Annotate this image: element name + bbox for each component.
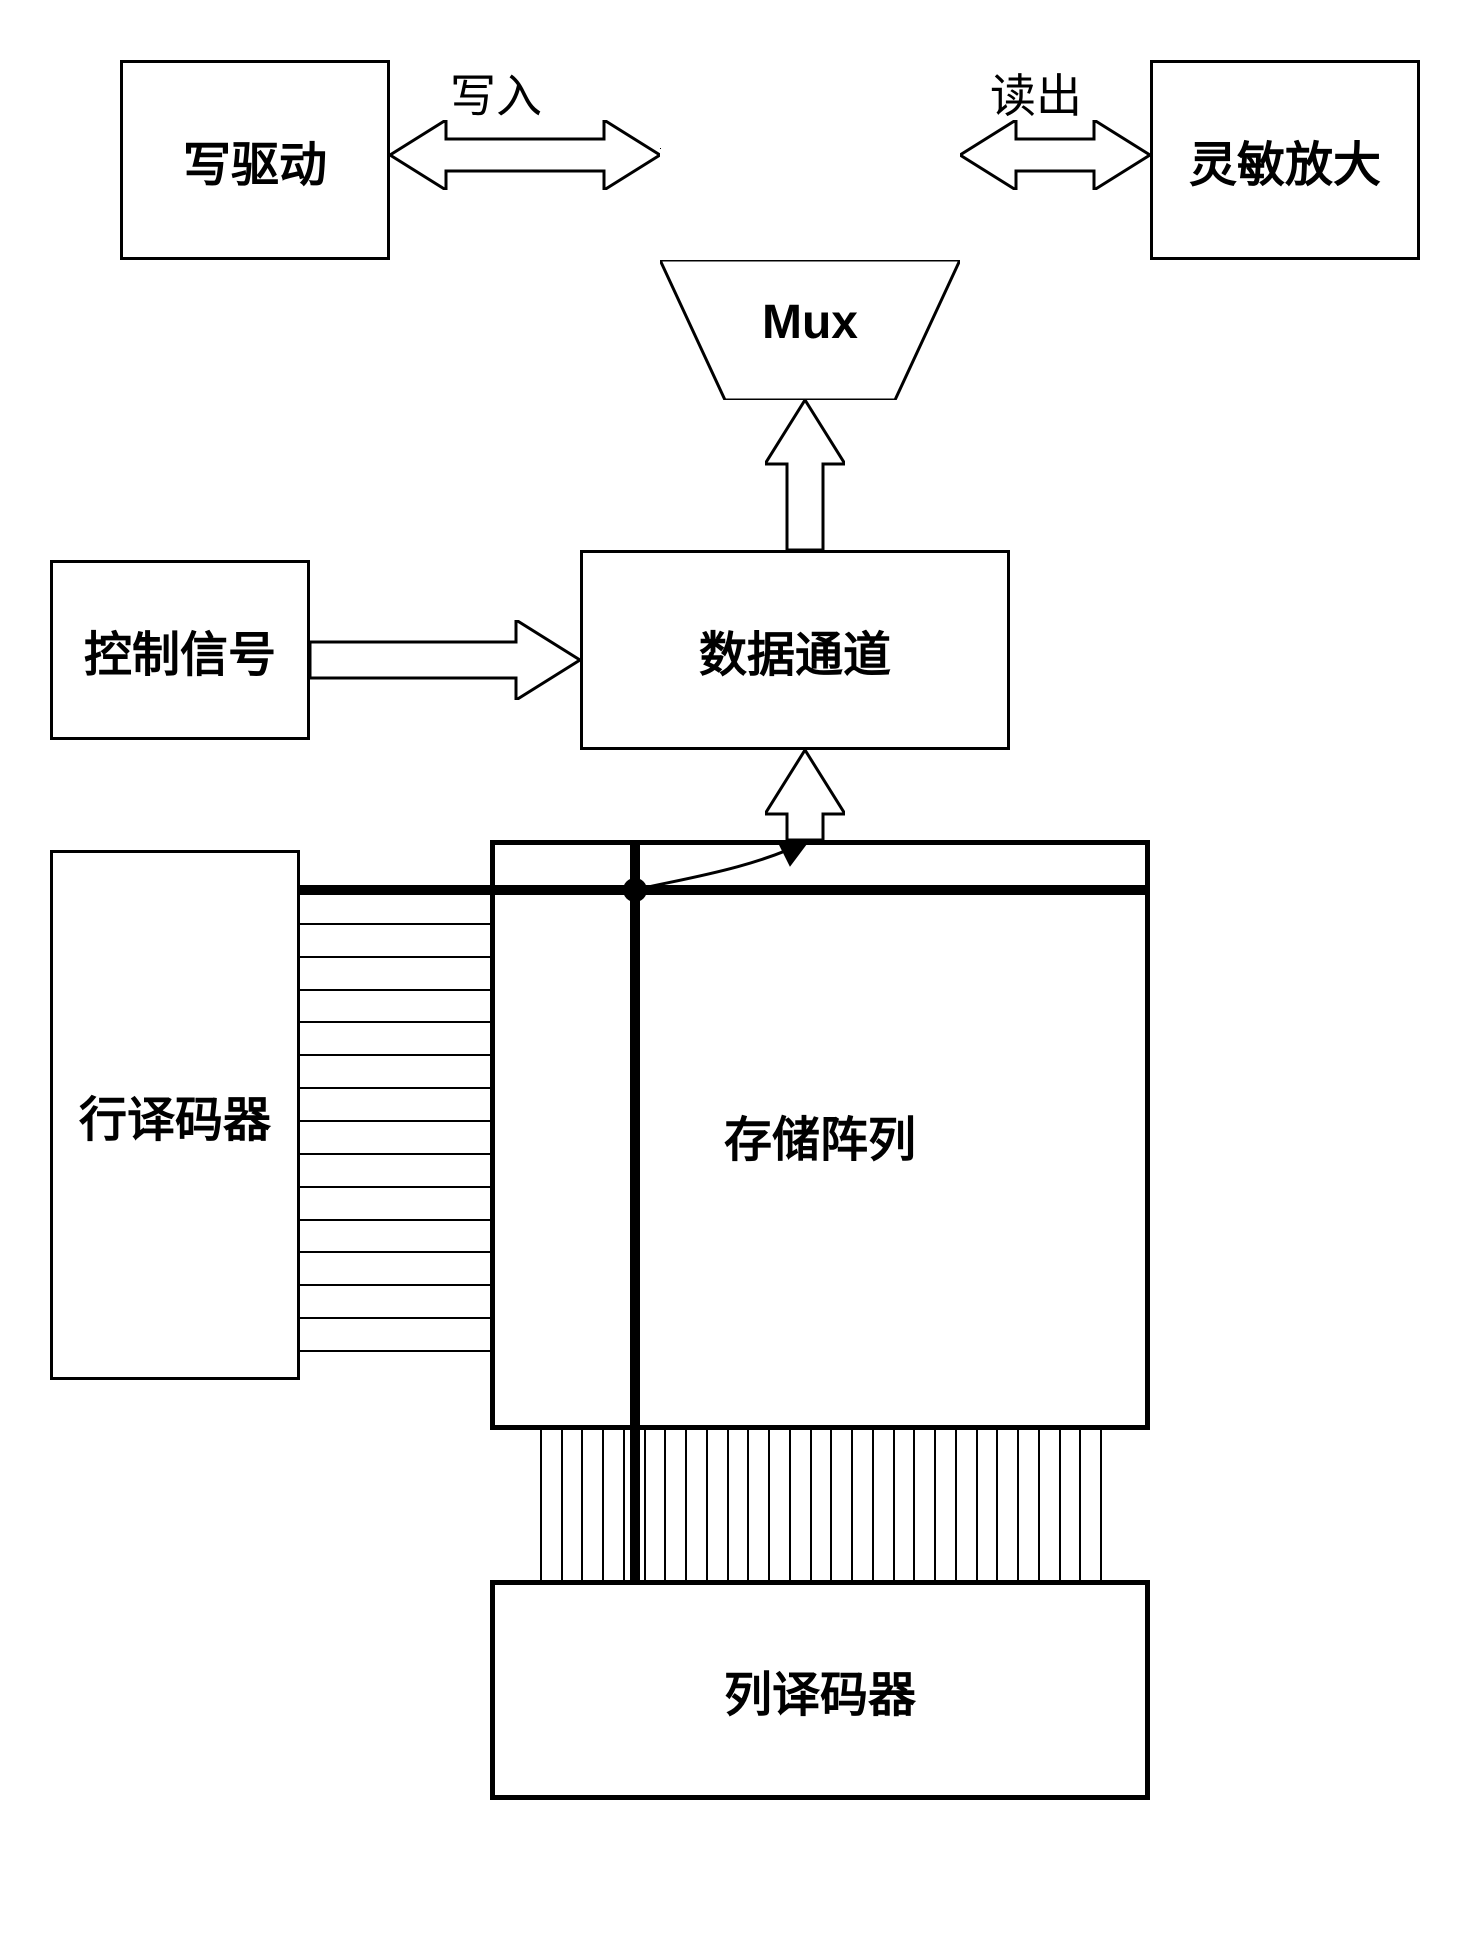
row-line xyxy=(300,923,490,925)
col_decoder-label: 列译码器 xyxy=(724,1655,916,1725)
control_signal-label: 控制信号 xyxy=(84,615,276,685)
row-line xyxy=(300,1186,490,1188)
col-line xyxy=(810,1430,812,1580)
write_driver-block: 写驱动 xyxy=(120,60,390,260)
col-line xyxy=(1059,1430,1061,1580)
storage_array-block: 存储阵列 xyxy=(490,840,1150,1430)
row-line xyxy=(300,1317,490,1319)
col-line xyxy=(913,1430,915,1580)
row-line xyxy=(300,1219,490,1221)
write_driver-label: 写驱动 xyxy=(183,125,327,195)
col-line xyxy=(1038,1430,1040,1580)
data_path-block: 数据通道 xyxy=(580,550,1010,750)
label-read: 读出 xyxy=(990,60,1082,126)
col-line xyxy=(561,1430,563,1580)
col-line xyxy=(768,1430,770,1580)
col-line xyxy=(727,1430,729,1580)
row_decoder-block: 行译码器 xyxy=(50,850,300,1380)
row-line xyxy=(300,1284,490,1286)
row-line xyxy=(300,1054,490,1056)
col-line xyxy=(872,1430,874,1580)
row-line xyxy=(300,1350,490,1352)
curvy-arrow xyxy=(625,830,840,920)
col-line xyxy=(955,1430,957,1580)
col-line xyxy=(706,1430,708,1580)
col-line xyxy=(893,1430,895,1580)
mux-label: Mux xyxy=(660,295,960,350)
arrow-ctrl-to-data xyxy=(310,620,580,700)
row-line xyxy=(300,1087,490,1089)
col-line xyxy=(851,1430,853,1580)
row_decoder-label: 行译码器 xyxy=(79,1080,271,1150)
arrow-data-to-mux xyxy=(765,400,845,550)
col_decoder-block: 列译码器 xyxy=(490,1580,1150,1800)
col-line xyxy=(540,1430,542,1580)
row-line xyxy=(300,1021,490,1023)
sense_amp-block: 灵敏放大 xyxy=(1150,60,1420,260)
col-line xyxy=(623,1430,625,1580)
row-line xyxy=(300,1251,490,1253)
col-line xyxy=(996,1430,998,1580)
row-line xyxy=(300,989,490,991)
col-line xyxy=(1100,1430,1102,1580)
row-line xyxy=(300,1120,490,1122)
arrow-array-to-data xyxy=(765,750,845,840)
arrow-mux-to-read xyxy=(960,120,1150,190)
col-line xyxy=(747,1430,749,1580)
col-line xyxy=(1017,1430,1019,1580)
row-line xyxy=(300,956,490,958)
col-line xyxy=(934,1430,936,1580)
mux-block: Mux xyxy=(660,260,960,400)
control_signal-block: 控制信号 xyxy=(50,560,310,740)
storage_array-label: 存储阵列 xyxy=(724,1100,916,1170)
col-line xyxy=(830,1430,832,1580)
row-line xyxy=(300,1153,490,1155)
label-write: 写入 xyxy=(450,60,542,126)
col-line xyxy=(685,1430,687,1580)
col-line xyxy=(664,1430,666,1580)
col-line xyxy=(976,1430,978,1580)
arrow-write-to-mux xyxy=(390,120,660,190)
col-line xyxy=(789,1430,791,1580)
col-line xyxy=(581,1430,583,1580)
selected-col-line xyxy=(630,840,640,1580)
data_path-label: 数据通道 xyxy=(699,615,891,685)
col-line xyxy=(644,1430,646,1580)
col-line xyxy=(602,1430,604,1580)
col-line xyxy=(1079,1430,1081,1580)
sense_amp-label: 灵敏放大 xyxy=(1189,125,1381,195)
